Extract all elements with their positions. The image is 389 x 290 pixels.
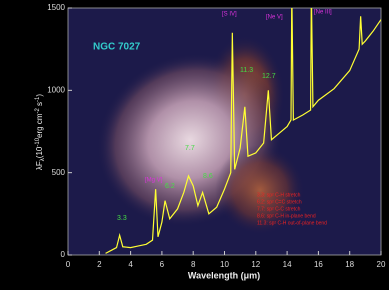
y-tick-label: 500	[52, 168, 66, 177]
legend-note: 7.7: sp² C-C stretch	[257, 206, 301, 212]
legend-note: 6.2: sp² C=C stretch	[257, 199, 302, 205]
x-tick-label: 10	[220, 260, 229, 269]
annotation: 7.7	[185, 145, 195, 152]
y-tick-label: 0	[61, 250, 66, 259]
annotation: [Ne V]	[266, 15, 283, 21]
legend-note: 3.3: sp² C-H stretch	[257, 192, 301, 198]
x-tick-label: 8	[191, 260, 196, 269]
annotation: [S IV]	[222, 12, 237, 18]
chart: NGC 7027 Wavelength (μm) λFλ(10-10erg cm…	[0, 0, 389, 290]
x-tick-label: 0	[66, 260, 71, 269]
x-tick-label: 14	[283, 260, 292, 269]
legend-note: 8.6: sp² C-H in-plane bend	[257, 213, 316, 219]
y-label-part: erg cm	[35, 113, 44, 138]
legend-note: 11.3: sp² C-H out-of-plane bend	[257, 220, 327, 226]
x-tick-label: 6	[160, 260, 165, 269]
y-tick-label: 1500	[47, 3, 65, 12]
y-label-part: (10	[35, 146, 44, 158]
annotation: 3.3	[117, 215, 127, 222]
y-label-part: λF	[35, 161, 44, 170]
annotation: 12.7	[262, 73, 276, 80]
annotation: [Ne III]	[314, 10, 332, 16]
y-tick-label: 1000	[47, 85, 65, 94]
x-tick-label: 16	[314, 260, 323, 269]
annotation: 6.2	[165, 183, 175, 190]
x-axis-label: Wavelength (μm)	[188, 270, 260, 280]
y-axis-label: λFλ(10-10erg cm-2 s-1)	[35, 94, 46, 171]
x-tick-label: 20	[377, 260, 386, 269]
x-tick-label: 2	[97, 260, 102, 269]
annotation: [Mg V]	[145, 178, 163, 184]
x-tick-label: 12	[251, 260, 260, 269]
chart-title: NGC 7027	[93, 42, 141, 53]
annotation: 8.6	[203, 173, 213, 180]
x-tick-label: 4	[128, 260, 133, 269]
annotation: 11.3	[240, 67, 253, 74]
y-label-part: )	[35, 94, 44, 97]
x-tick-label: 18	[345, 260, 354, 269]
